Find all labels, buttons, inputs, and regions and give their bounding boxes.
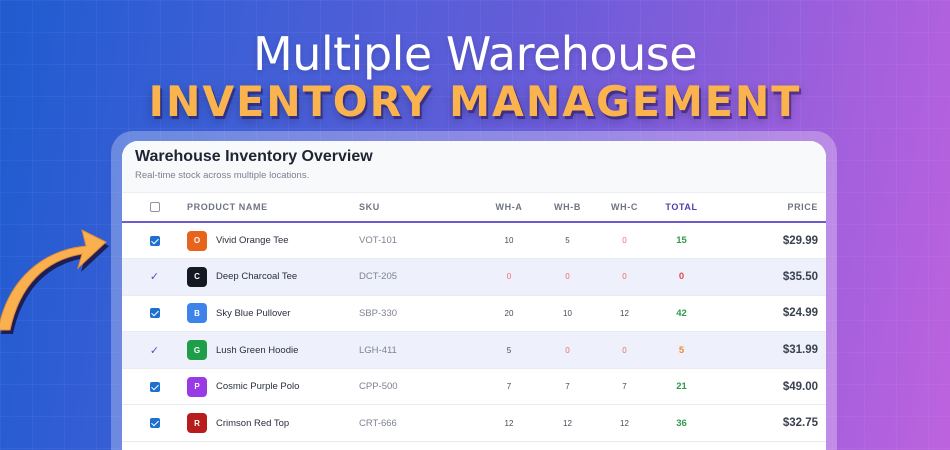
select-all-checkbox[interactable] — [149, 202, 160, 213]
column-total[interactable]: TOTAL — [653, 193, 710, 223]
total-cell: 0 — [653, 258, 710, 296]
product-cell: G Lush Green Hoodie — [187, 331, 359, 369]
table-row[interactable]: B Sky Blue Pullover SBP-330 20 10 12 42 … — [122, 295, 826, 333]
hero-subtitle: INVENTORY MANAGEMENT — [148, 77, 802, 126]
row-select-cell: ✓ — [122, 258, 187, 296]
wh-b-cell: 10 — [539, 295, 596, 333]
product-name: Cosmic Purple Polo — [216, 381, 300, 393]
wh-a-cell: 20 — [479, 295, 539, 333]
table-header-row: PRODUCT NAME SKU WH-A WH-B WH-C TOTAL PR… — [122, 193, 826, 223]
price-cell: $24.99 — [710, 295, 826, 333]
column-product-name[interactable]: PRODUCT NAME — [187, 193, 359, 223]
wh-a-cell: 12 — [479, 404, 539, 443]
product-avatar: O — [187, 230, 207, 251]
wh-a-cell: 5 — [479, 331, 539, 369]
row-checkbox[interactable] — [149, 308, 160, 319]
column-wh-a[interactable]: WH-A — [479, 193, 539, 223]
row-checkbox[interactable] — [149, 235, 160, 246]
column-price[interactable]: PRICE — [710, 193, 826, 223]
product-cell: B Sky Blue Pullover — [187, 295, 359, 333]
sku-cell: LGH-411 — [359, 331, 479, 369]
checkmark-icon[interactable]: ✓ — [149, 271, 160, 284]
product-name: Vivid Orange Tee — [216, 235, 289, 247]
card-title: Warehouse Inventory Overview — [135, 148, 373, 165]
row-select-cell — [122, 404, 187, 443]
product-name: Sky Blue Pullover — [216, 307, 291, 319]
sku-cell: SBP-330 — [359, 295, 479, 333]
wh-c-cell: 12 — [596, 295, 653, 333]
wh-b-cell: 0 — [539, 258, 596, 296]
table-row[interactable]: ✓ G Lush Green Hoodie LGH-411 5 0 0 5 $3… — [122, 331, 826, 369]
table-row[interactable]: ✓ C Deep Charcoal Tee DCT-205 0 0 0 0 $3… — [122, 258, 826, 296]
price-cell: $35.50 — [710, 258, 826, 296]
product-name: Deep Charcoal Tee — [216, 271, 298, 283]
row-select-cell: ✓ — [122, 331, 187, 369]
sku-cell: VOT-101 — [359, 222, 479, 260]
inventory-card: Warehouse Inventory Overview Real-time s… — [122, 141, 826, 450]
sku-cell: DCT-205 — [359, 258, 479, 296]
product-avatar: G — [187, 340, 207, 361]
price-cell: $31.99 — [710, 331, 826, 369]
column-sku[interactable]: SKU — [359, 193, 479, 223]
wh-b-cell: 12 — [539, 404, 596, 443]
product-avatar: B — [187, 303, 207, 324]
table-row[interactable]: O Vivid Orange Tee VOT-101 10 5 0 15 $29… — [122, 222, 826, 260]
product-cell: C Deep Charcoal Tee — [187, 258, 359, 296]
product-name: Lush Green Hoodie — [216, 344, 299, 356]
product-avatar: C — [187, 266, 207, 287]
card-header: Warehouse Inventory Overview Real-time s… — [122, 141, 826, 193]
table-row[interactable]: R Crimson Red Top CRT-666 12 12 12 36 $3… — [122, 404, 826, 443]
sku-cell: CRT-666 — [359, 404, 479, 443]
inventory-table: PRODUCT NAME SKU WH-A WH-B WH-C TOTAL PR… — [122, 193, 826, 443]
row-select-cell — [122, 295, 187, 333]
total-cell: 21 — [653, 368, 710, 406]
column-wh-b[interactable]: WH-B — [539, 193, 596, 223]
price-cell: $32.75 — [710, 404, 826, 443]
column-wh-c[interactable]: WH-C — [596, 193, 653, 223]
wh-a-cell: 7 — [479, 368, 539, 406]
wh-c-cell: 7 — [596, 368, 653, 406]
total-cell: 36 — [653, 404, 710, 443]
wh-c-cell: 12 — [596, 404, 653, 443]
wh-c-cell: 0 — [596, 331, 653, 369]
product-name: Crimson Red Top — [216, 417, 290, 429]
wh-b-cell: 7 — [539, 368, 596, 406]
total-cell: 42 — [653, 295, 710, 333]
row-select-cell — [122, 368, 187, 406]
row-checkbox[interactable] — [149, 418, 160, 429]
wh-a-cell: 0 — [479, 258, 539, 296]
product-avatar: R — [187, 413, 207, 434]
price-cell: $49.00 — [710, 368, 826, 406]
checkmark-icon[interactable]: ✓ — [149, 344, 160, 357]
product-avatar: P — [187, 376, 207, 397]
row-select-cell — [122, 222, 187, 260]
product-cell: O Vivid Orange Tee — [187, 222, 359, 260]
hero-title: Multiple Warehouse — [253, 27, 698, 81]
sku-cell: CPP-500 — [359, 368, 479, 406]
wh-c-cell: 0 — [596, 222, 653, 260]
card-subtitle: Real-time stock across multiple location… — [135, 170, 310, 181]
table-row[interactable]: P Cosmic Purple Polo CPP-500 7 7 7 21 $4… — [122, 368, 826, 406]
product-cell: R Crimson Red Top — [187, 404, 359, 443]
wh-b-cell: 5 — [539, 222, 596, 260]
price-cell: $29.99 — [710, 222, 826, 260]
total-cell: 5 — [653, 331, 710, 369]
total-cell: 15 — [653, 222, 710, 260]
wh-b-cell: 0 — [539, 331, 596, 369]
wh-a-cell: 10 — [479, 222, 539, 260]
curved-arrow-icon — [0, 229, 109, 334]
row-checkbox[interactable] — [149, 381, 160, 392]
wh-c-cell: 0 — [596, 258, 653, 296]
product-cell: P Cosmic Purple Polo — [187, 368, 359, 406]
select-all-header — [122, 193, 187, 223]
